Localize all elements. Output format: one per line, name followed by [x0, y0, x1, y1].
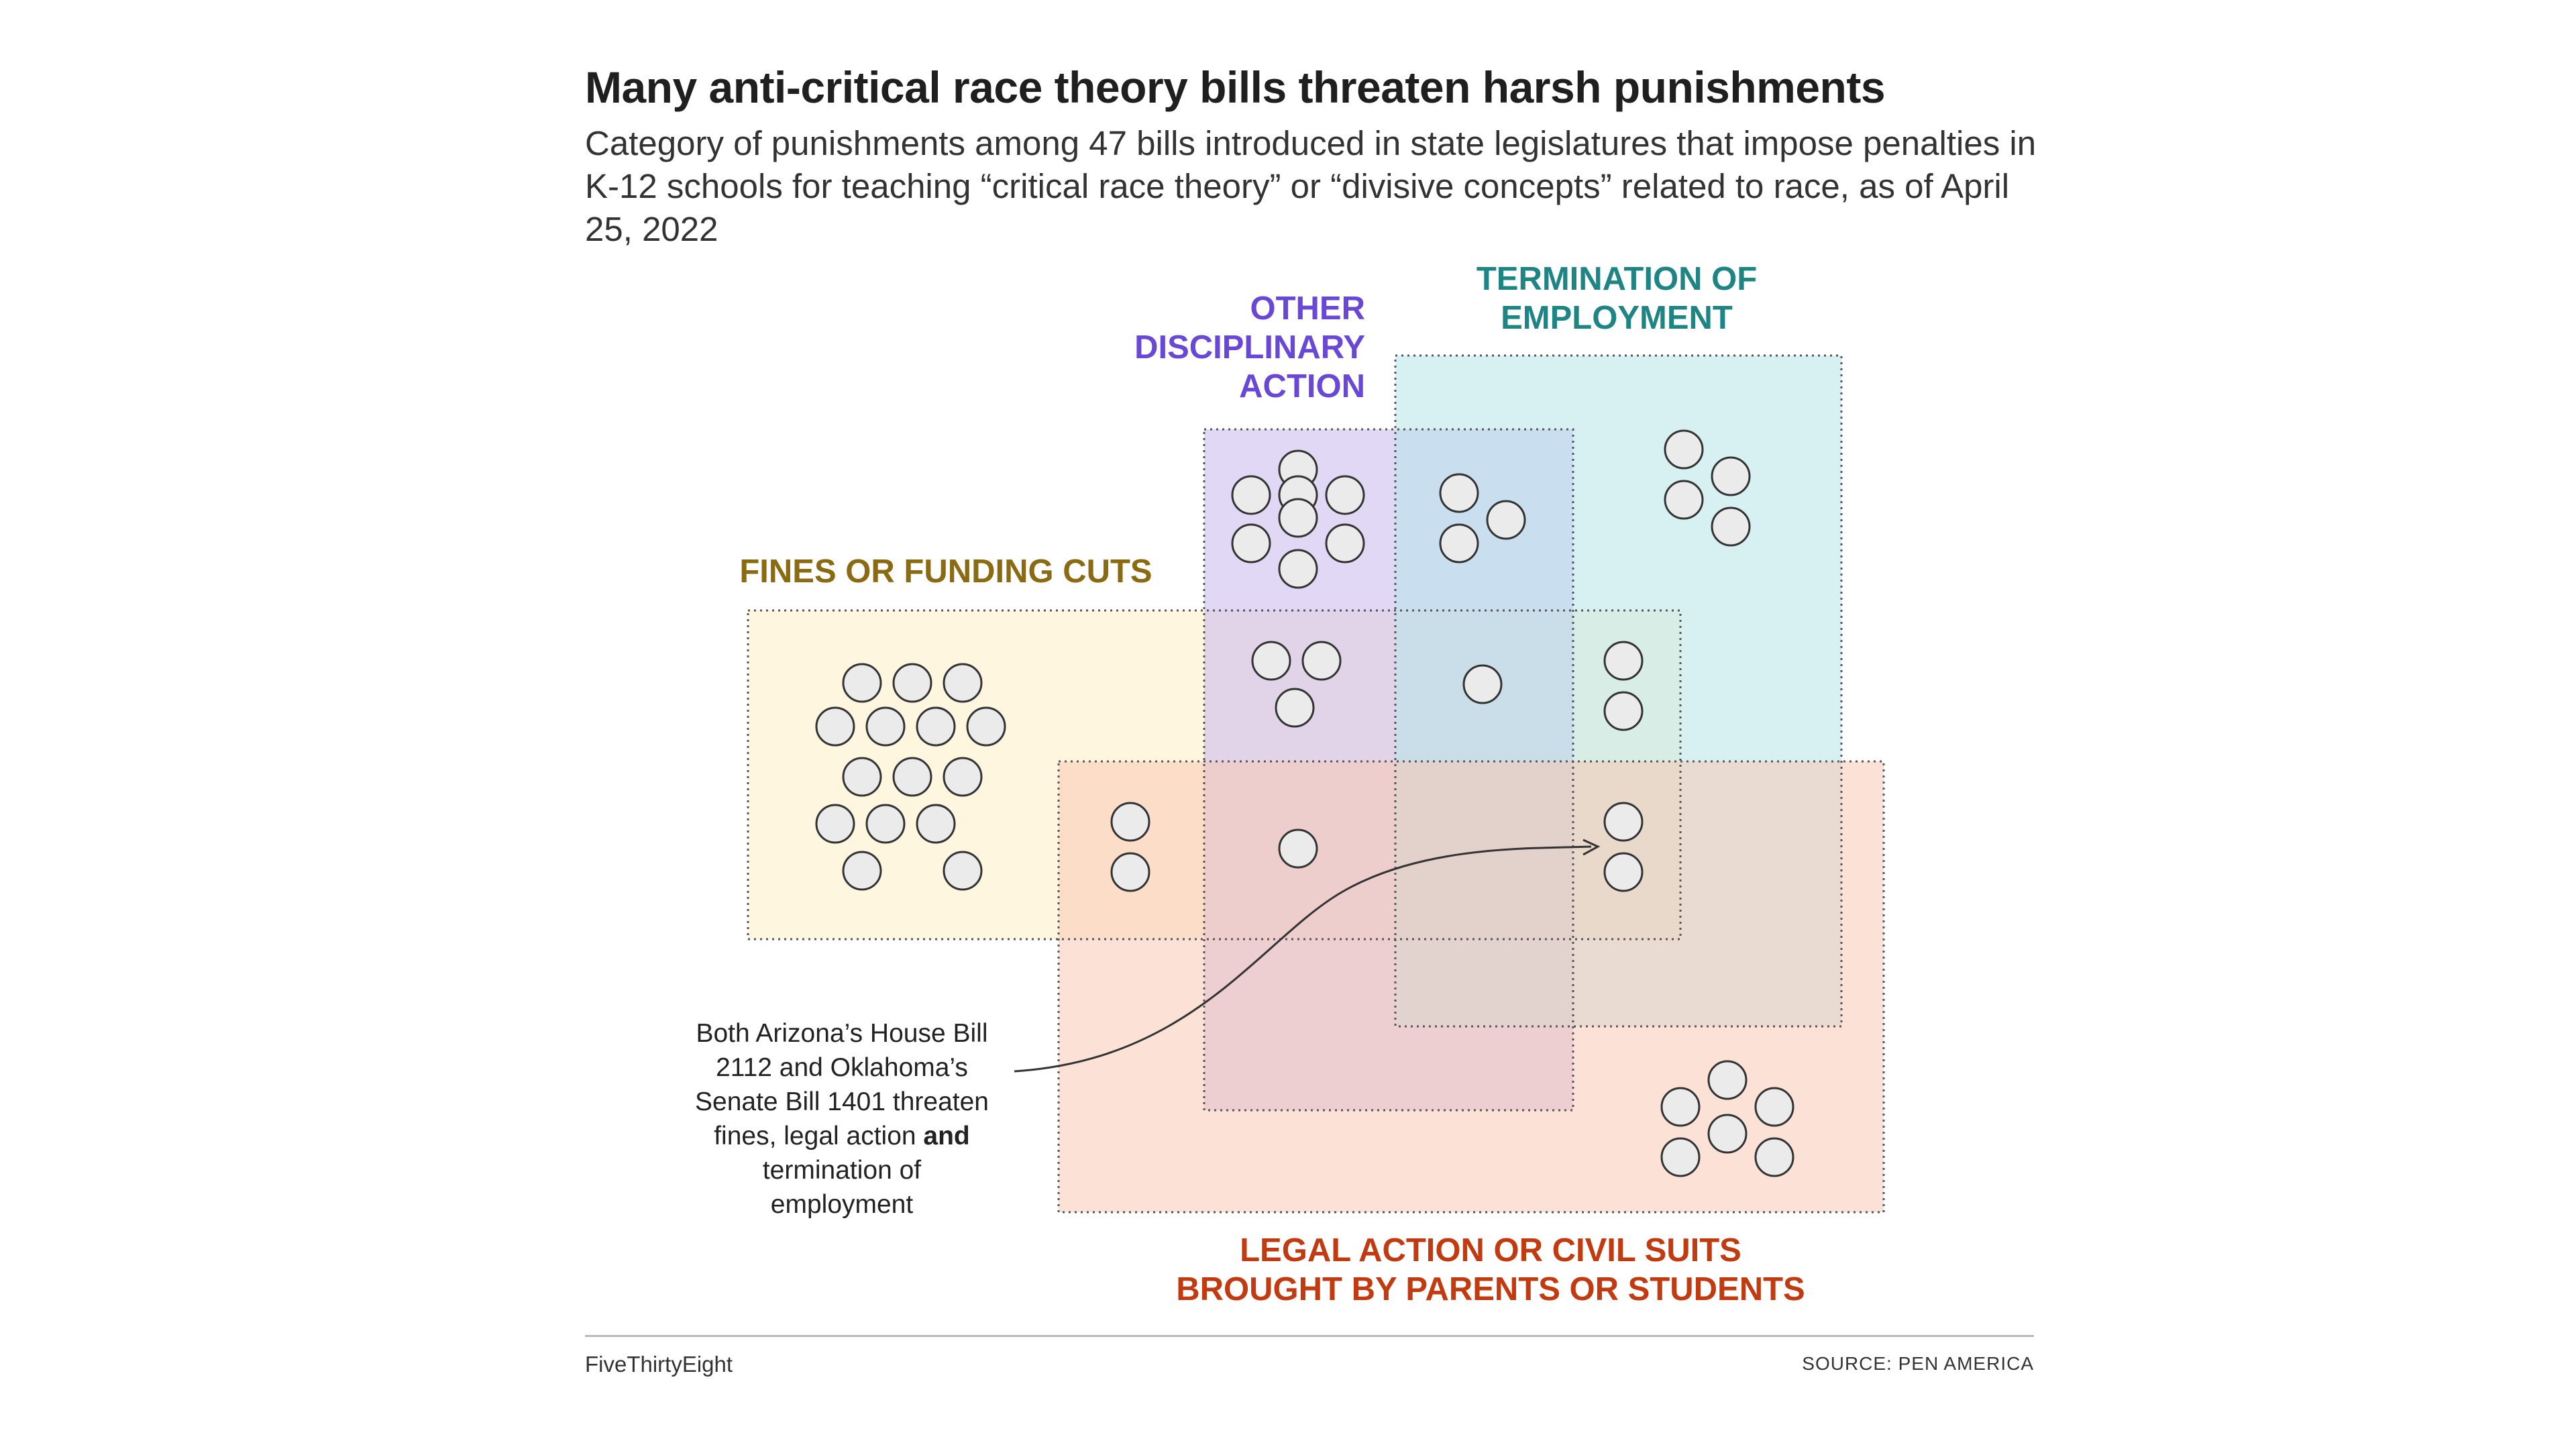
other-set-label: OTHER DISCIPLINARY ACTION: [1134, 290, 1365, 405]
bill-dot-fines-termination-legal: [1603, 852, 1644, 892]
bill-dot-fines-termination-legal: [1603, 802, 1644, 842]
bill-dot-other-termination: [1486, 500, 1526, 540]
annotation-text: Both Arizona’s House Bill 2112 and Oklaho…: [695, 1019, 989, 1219]
source-text: SOURCE: PEN AMERICA: [1802, 1353, 2034, 1374]
bill-dot-termination: [1711, 506, 1751, 547]
bill-dot-fines-termination: [1603, 691, 1644, 731]
legal-set-border: [1057, 760, 1885, 1214]
bill-dot-fines-termination: [1603, 641, 1644, 681]
fines-set-border: [747, 609, 1682, 941]
bill-dot-other-termination: [1439, 473, 1479, 513]
bill-dot-termination: [1664, 480, 1704, 520]
bill-dot-legal: [1707, 1114, 1748, 1154]
bill-dot-fines: [842, 757, 882, 797]
set-labels: FINES OR FUNDING CUTS OTHER DISCIPLINARY AC…: [739, 261, 1805, 1307]
bill-dot-termination: [1664, 429, 1704, 470]
bill-dot-other: [1325, 475, 1365, 515]
termination-set-label: TERMINATION OF EMPLOYMENT: [1477, 261, 1757, 336]
bill-dot-legal: [1660, 1087, 1701, 1127]
annotation-arrow-head: [1582, 839, 1601, 856]
bill-dot-termination: [1711, 456, 1751, 496]
bill-dot-fines: [943, 851, 983, 891]
bill-dot-fines-other: [1301, 641, 1342, 681]
bill-dot-fines-legal: [1110, 802, 1150, 842]
bill-dot-other-termination: [1439, 523, 1479, 564]
bill-dot-fines: [815, 804, 855, 844]
bill-dot-fines: [865, 706, 906, 747]
bill-dot-legal: [1707, 1060, 1748, 1100]
bill-dot-fines-legal: [1110, 852, 1150, 892]
bill-dot-fines-other-legal: [1278, 828, 1318, 869]
bill-dot-fines: [943, 663, 983, 703]
bill-dot-fines: [966, 706, 1006, 747]
bill-dot-fines: [892, 663, 932, 703]
bill-dot-other: [1278, 549, 1318, 589]
bill-dot-other: [1231, 523, 1271, 564]
annotation: Both Arizona’s House Bill 2112 and Oklaho…: [695, 839, 1601, 1219]
bill-dot-fines: [842, 851, 882, 891]
bill-dot-fines: [916, 804, 956, 844]
bill-dot-fines: [842, 663, 882, 703]
bill-dot-fines: [815, 706, 855, 747]
bill-dot-fines-other: [1275, 688, 1315, 728]
bill-dot-fines: [943, 757, 983, 797]
chart-title: Many anti-critical race theory bills thr…: [585, 62, 1886, 112]
bill-dot-fines: [892, 757, 932, 797]
bill-dot-other: [1231, 475, 1271, 515]
bill-dot-fines: [865, 804, 906, 844]
legal-set-label: LEGAL ACTION OR CIVIL SUITS BROUGHT BY PA…: [1176, 1232, 1805, 1307]
chart-subtitle: Category of punishments among 47 bills i…: [585, 124, 2037, 248]
bill-dot-other: [1325, 523, 1365, 564]
bill-dot-legal: [1754, 1087, 1794, 1127]
annotation-arrow-line: [1014, 845, 1592, 1073]
credit-text: FiveThirtyEight: [585, 1352, 733, 1377]
bill-dot-fines: [916, 706, 956, 747]
bill-dot-legal: [1660, 1137, 1701, 1177]
footer-rule: [585, 1335, 2034, 1337]
set-borders: [747, 354, 1885, 1214]
bill-dot-fines-other-termination: [1462, 664, 1503, 704]
bill-dot-other: [1278, 498, 1318, 538]
bill-dot-fines-other: [1251, 641, 1291, 681]
fines-set-label: FINES OR FUNDING CUTS: [739, 553, 1152, 590]
bill-dot-legal: [1754, 1137, 1794, 1177]
bill-dots: [815, 429, 1794, 1177]
